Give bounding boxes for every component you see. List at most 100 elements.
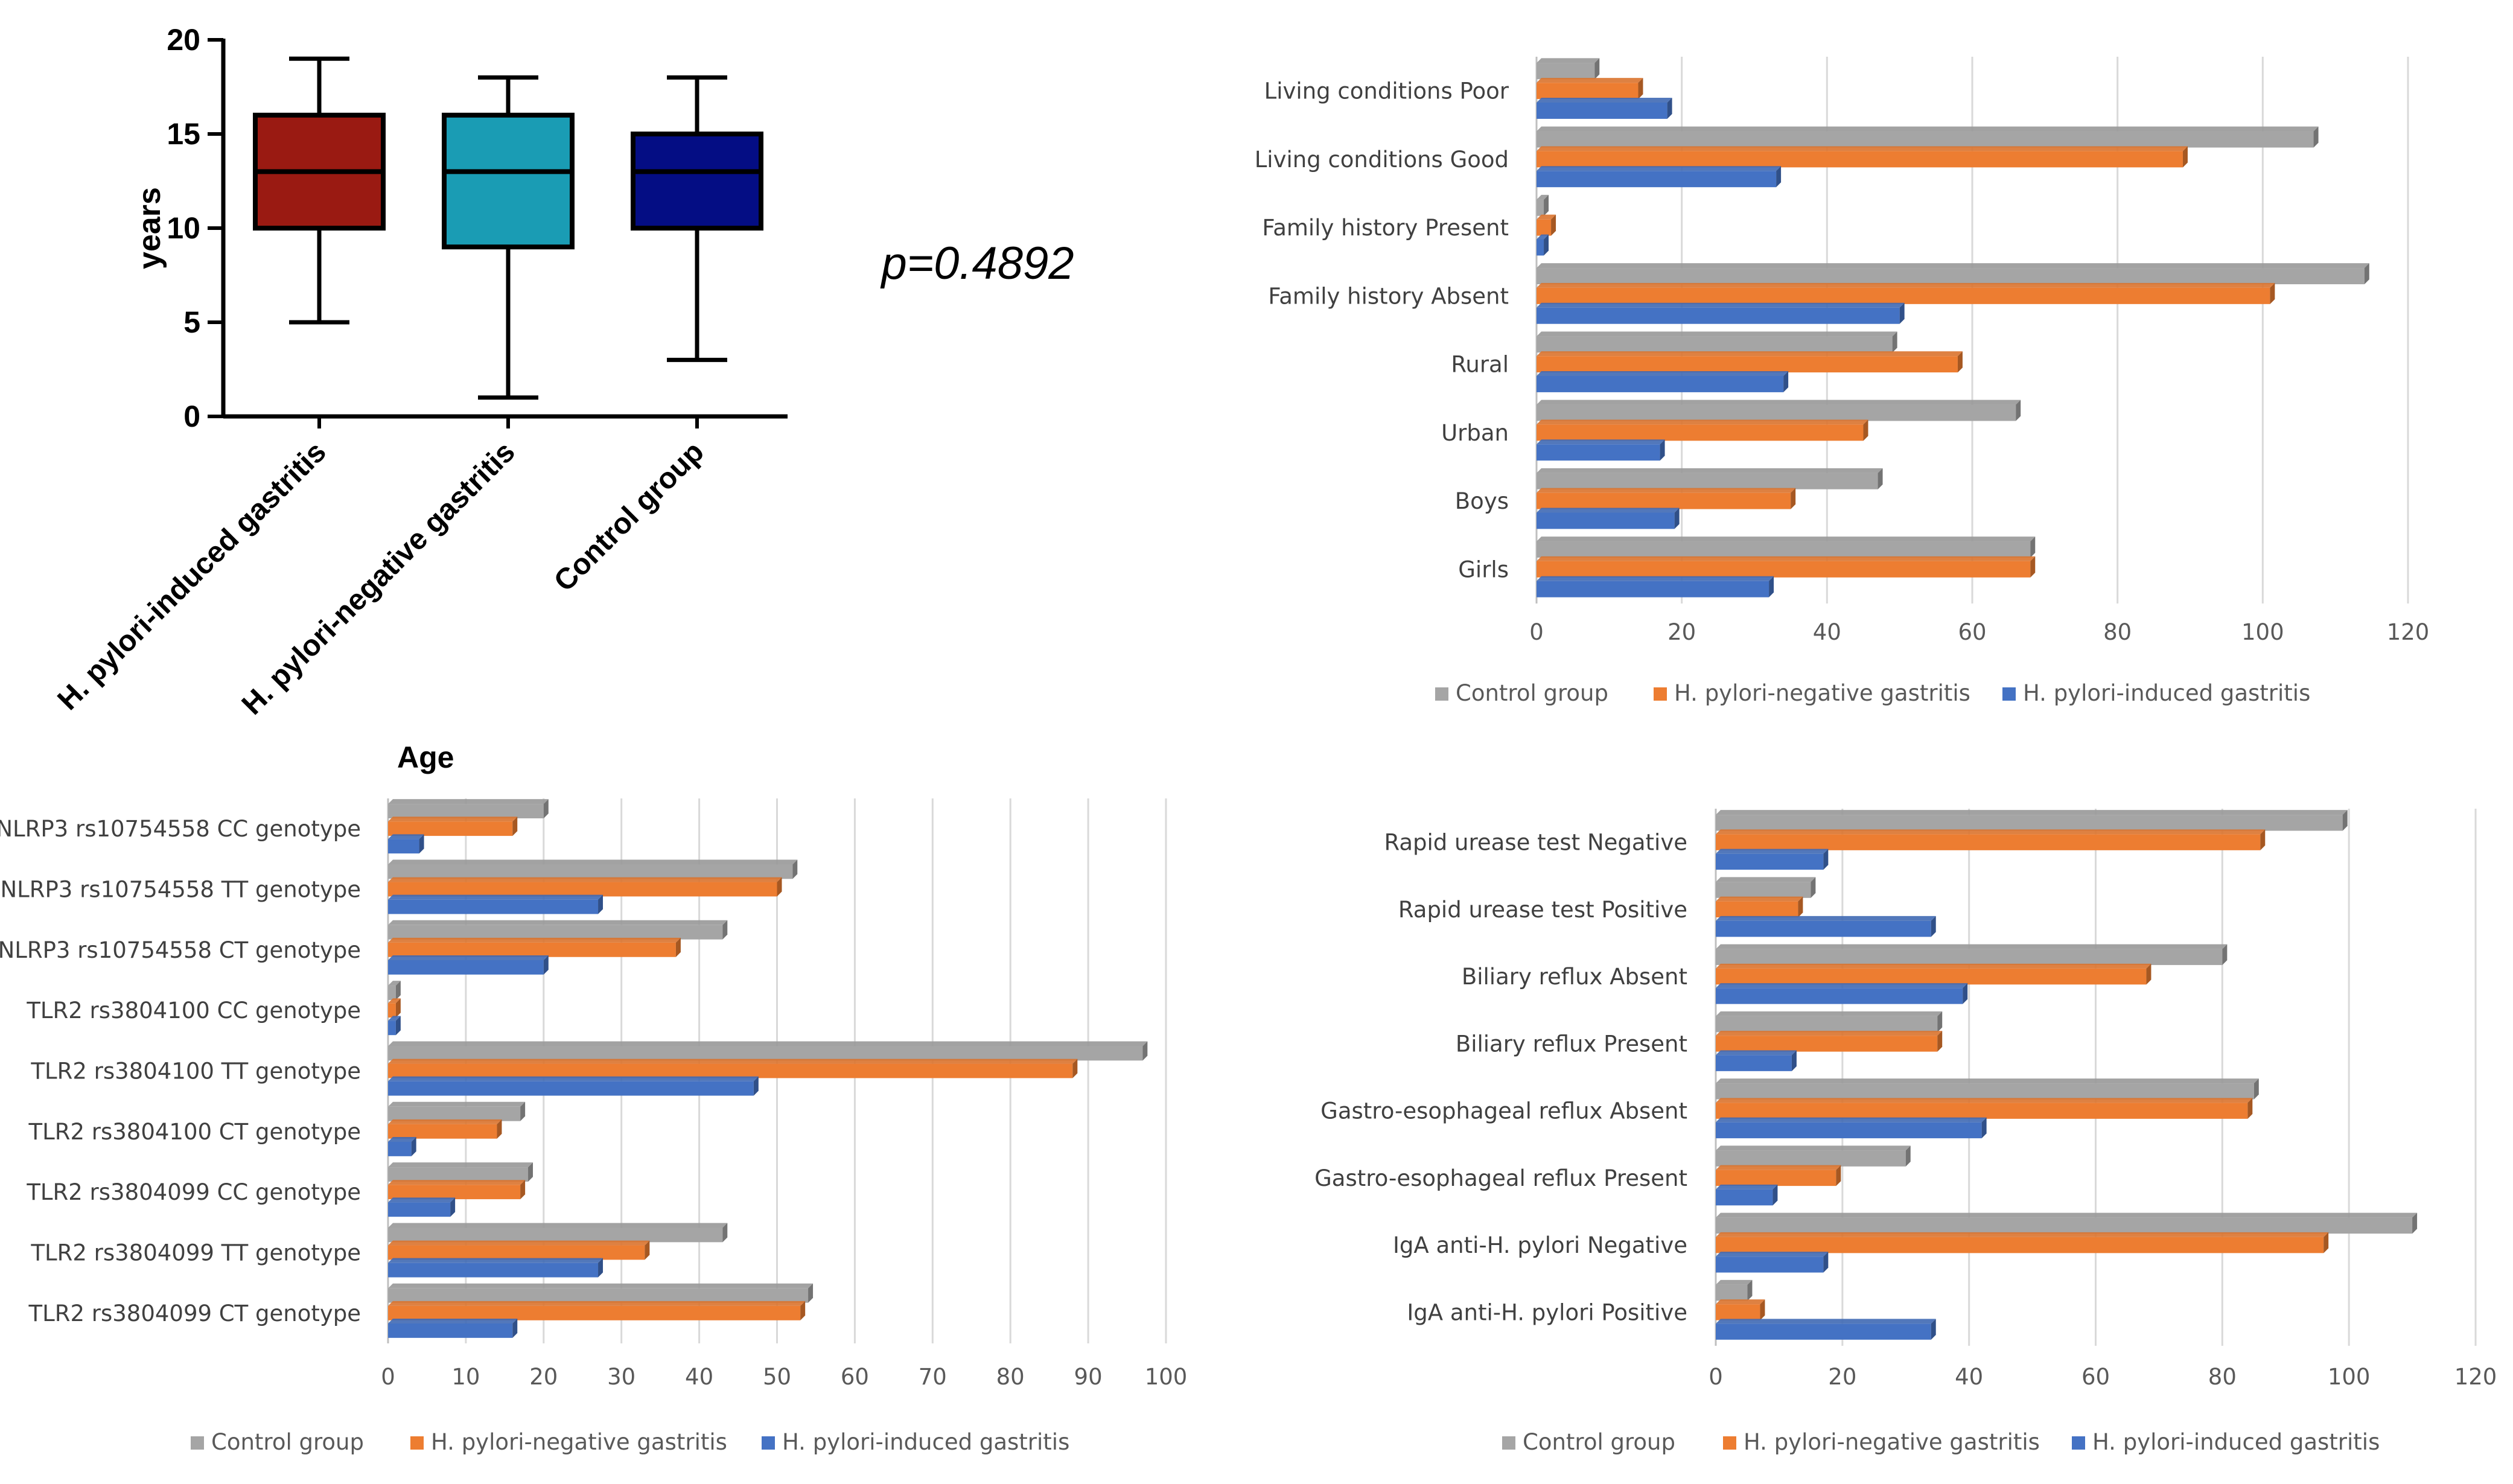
bar bbox=[388, 1228, 723, 1243]
x-tick-label: 40 bbox=[685, 1364, 713, 1390]
bar bbox=[1716, 1256, 1824, 1273]
bar bbox=[1537, 492, 1791, 509]
box-group: Control group bbox=[548, 75, 763, 598]
bar-top-face bbox=[1716, 1279, 1753, 1285]
bar bbox=[388, 821, 513, 836]
bar-end-face bbox=[1823, 1252, 1829, 1273]
bar-top-face bbox=[1537, 508, 1680, 513]
category-group: TLR2 rs3804099 CT genotype bbox=[28, 1283, 814, 1338]
bar bbox=[1716, 988, 1963, 1004]
legend-swatch bbox=[1502, 1436, 1515, 1450]
bar bbox=[1716, 1103, 2248, 1119]
bar bbox=[388, 899, 599, 914]
y-axis-label: years bbox=[132, 187, 167, 269]
bar bbox=[388, 1263, 599, 1278]
bar-end-face bbox=[1660, 439, 1665, 461]
bar bbox=[1716, 1150, 1906, 1167]
x-tick-label: 40 bbox=[1955, 1364, 1983, 1390]
bar-end-face bbox=[1836, 1165, 1841, 1186]
bar bbox=[1537, 581, 1769, 597]
category-group: Gastro-esophageal reflux Present bbox=[1314, 1145, 1911, 1206]
bar bbox=[388, 1021, 396, 1036]
bar bbox=[388, 942, 676, 957]
legend-swatch bbox=[2072, 1436, 2085, 1450]
category-group: Biliary reflux Absent bbox=[1462, 944, 2228, 1004]
bar bbox=[388, 864, 793, 879]
legend-label: H. pylori-induced gastritis bbox=[2092, 1429, 2380, 1455]
legend-item: H. pylori-induced gastritis bbox=[2072, 1429, 2380, 1455]
category-label: Rapid urease test Positive bbox=[1398, 897, 1687, 923]
bar-top-face bbox=[388, 937, 681, 943]
bar-end-face bbox=[1798, 896, 1803, 918]
bar bbox=[1537, 131, 2314, 148]
legend-label: H. pylori-negative gastritis bbox=[1744, 1429, 2040, 1455]
category-group: TLR2 rs3804100 CT genotype bbox=[28, 1101, 526, 1156]
bar-end-face bbox=[808, 1283, 814, 1303]
bar-top-face bbox=[1537, 166, 1782, 171]
bar-top-face bbox=[1537, 194, 1549, 200]
bar-top-face bbox=[388, 877, 782, 882]
legend-swatch bbox=[191, 1436, 204, 1450]
bar-end-face bbox=[1791, 1050, 1797, 1071]
bar-top-face bbox=[388, 894, 604, 900]
category-group: Family history Present bbox=[1262, 194, 1556, 256]
bar-end-face bbox=[1937, 1011, 1943, 1033]
bar-end-face bbox=[2313, 126, 2319, 148]
bar bbox=[1537, 376, 1784, 392]
bar-top-face bbox=[1716, 1098, 2253, 1103]
bar-end-face bbox=[2412, 1212, 2418, 1234]
iqr-box bbox=[442, 112, 575, 250]
category-group: Biliary reflux Present bbox=[1456, 1011, 1943, 1071]
bar-top-face bbox=[1537, 488, 1796, 493]
bar-end-face bbox=[1594, 58, 1600, 80]
bar bbox=[1716, 1055, 1792, 1071]
bar-top-face bbox=[388, 1283, 814, 1288]
bar bbox=[1537, 561, 2031, 578]
bar-top-face bbox=[388, 1258, 604, 1263]
category-label: NLRP3 rs10754558 TT genotype bbox=[1, 877, 362, 903]
bar-end-face bbox=[512, 1319, 518, 1338]
category-group: Girls bbox=[1458, 537, 2036, 597]
bar-end-face bbox=[528, 1162, 533, 1182]
bar bbox=[388, 960, 544, 975]
bar-top-face bbox=[1716, 1165, 1841, 1170]
legend-item: H. pylori-negative gastritis bbox=[1654, 680, 1970, 706]
bar-end-face bbox=[1899, 302, 1905, 324]
bar-top-face bbox=[1716, 1319, 1936, 1324]
bar-top-face bbox=[1716, 1299, 1765, 1305]
bar-top-face bbox=[1537, 126, 2319, 132]
bar-top-face bbox=[1537, 214, 1556, 220]
bar-top-face bbox=[1716, 1078, 2259, 1084]
bar-top-face bbox=[1716, 963, 2151, 969]
bar bbox=[1716, 853, 1824, 870]
bar-top-face bbox=[1537, 439, 1665, 445]
bar-end-face bbox=[598, 1258, 604, 1278]
bar-end-face bbox=[2323, 1232, 2329, 1253]
bar-end-face bbox=[1551, 214, 1556, 236]
bar-end-face bbox=[675, 937, 681, 957]
bar-top-face bbox=[388, 834, 424, 839]
bar-end-face bbox=[1981, 1117, 1987, 1139]
bar-end-face bbox=[1811, 877, 1816, 898]
category-group: TLR2 rs3804099 TT genotype bbox=[30, 1223, 728, 1278]
bar bbox=[1537, 444, 1660, 461]
bar-top-face bbox=[388, 1041, 1148, 1046]
bar bbox=[1537, 63, 1595, 80]
bar-end-face bbox=[1142, 1041, 1148, 1061]
bar-end-face bbox=[2342, 810, 2348, 831]
legend-swatch bbox=[1723, 1436, 1736, 1450]
legend-swatch bbox=[2002, 687, 2016, 701]
bar bbox=[1716, 1304, 1760, 1320]
bar-end-face bbox=[450, 1197, 456, 1217]
category-label: TLR2 rs3804099 TT genotype bbox=[30, 1240, 361, 1266]
bar bbox=[1537, 336, 1893, 353]
category-label: Living conditions Good bbox=[1255, 147, 1509, 173]
category-label: TLR2 rs3804100 CC genotype bbox=[26, 998, 361, 1024]
bar bbox=[1716, 1122, 1982, 1139]
bar-end-face bbox=[411, 1137, 416, 1156]
bar-end-face bbox=[1674, 508, 1680, 529]
bar-end-face bbox=[598, 894, 604, 914]
bar-end-face bbox=[1667, 98, 1672, 119]
bar-end-face bbox=[1772, 1184, 1778, 1206]
bar-end-face bbox=[2146, 963, 2151, 985]
